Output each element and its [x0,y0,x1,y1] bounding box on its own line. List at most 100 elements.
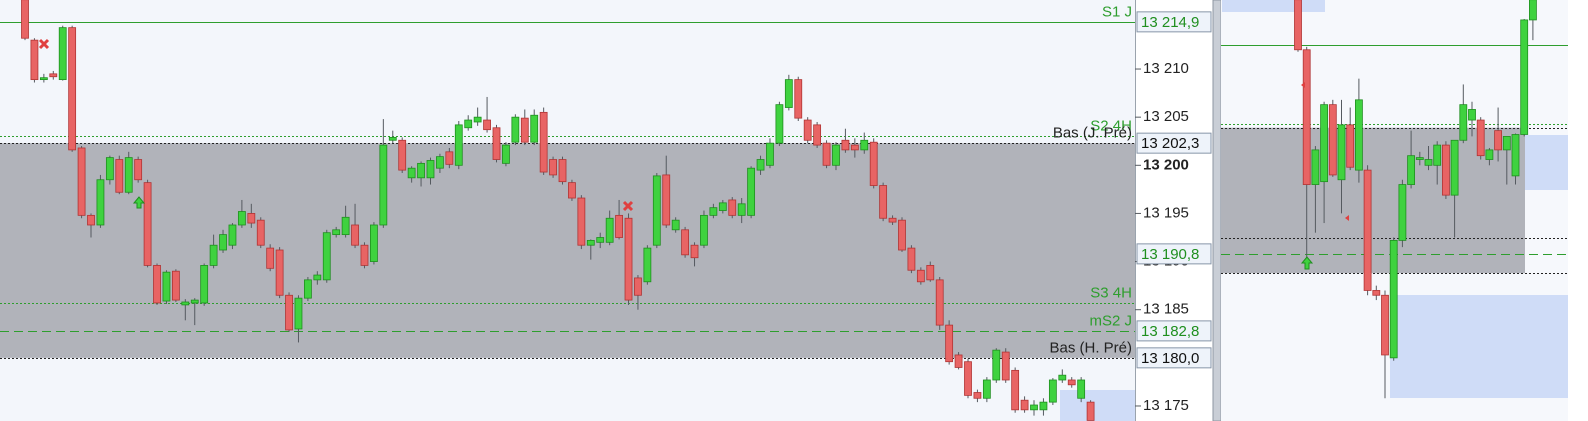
candle-body [1077,379,1086,399]
candle-body [313,274,322,281]
candle-body [926,265,935,281]
candle-body [322,232,331,281]
candle-body [388,136,397,141]
candle-body [549,159,557,176]
decorations [1060,0,1568,421]
candle-body [87,214,95,226]
level-label: Bas (J. Pré) [1053,124,1132,141]
candle-body [1328,104,1337,176]
candle-body [1485,149,1494,160]
candle-body [982,379,991,399]
candle-body [483,119,491,131]
candle-body [615,214,623,238]
candle-body [1030,404,1038,411]
price-box [1136,320,1212,342]
price-box [1136,11,1212,33]
candle-body [171,270,180,301]
candle-body [209,244,218,266]
candle-body [219,234,227,251]
candle-body [1520,19,1529,135]
level-label: S2 4H [1090,117,1132,134]
candle-body [454,124,463,166]
candle-body [181,301,190,306]
candle-body [605,217,614,243]
candle-body [737,203,746,216]
candle-body [907,247,916,271]
candle-body [1311,149,1320,185]
candle-body [256,219,265,246]
candle-body [511,116,520,143]
candle-body [841,139,850,151]
candle-body [341,216,350,236]
candle-body [473,116,482,123]
candle-body [464,119,473,129]
candle-body [1476,119,1485,157]
level-label: S3 4H [1090,284,1132,301]
candle-body [1372,290,1381,296]
candle-body [558,159,567,183]
candle-body [417,162,425,179]
y-tick-label: 13 200 [1143,156,1189,173]
price-label: 13 214,9 [1141,14,1199,31]
candle-body [634,277,642,296]
candle-body [228,224,237,246]
candle-body [58,27,67,81]
y-tick-label: 13 205 [1143,108,1189,125]
level-label: S1 J [1102,3,1132,20]
candle-body [1433,144,1442,166]
blue-zone [1390,295,1568,398]
cross-marker [38,38,50,50]
candle-body [1086,401,1095,421]
candle-body [1020,399,1029,411]
candle-body [822,142,831,166]
candle-body [794,79,803,119]
candle-body [520,117,529,143]
candle-body [1398,184,1407,241]
arrow-marker [1345,215,1349,221]
level-label: mS2 J [1089,312,1132,329]
candle-body [77,147,86,216]
candle-body [398,139,407,171]
candle-body [954,354,963,368]
candle-body [153,265,161,304]
level-label: Bas (H. Pré) [1049,339,1132,356]
candle-body [1320,104,1328,183]
candle-body [1407,155,1415,185]
candle-body [360,244,369,266]
candle-body [30,39,39,81]
candle-body [1048,379,1057,403]
candle-body [945,324,954,363]
candle-body [1302,49,1311,185]
candle-body [596,237,605,243]
candle-body [1415,157,1424,160]
candle-body [436,156,444,169]
candle-body [502,144,510,164]
price-label: 13 182,8 [1141,323,1199,340]
candle-body [96,179,105,226]
candle-body [21,0,29,39]
candle-body [1011,369,1020,411]
price-label: 13 202,3 [1141,135,1199,152]
candle-body [134,159,143,181]
candle-body [285,294,293,331]
candle-body [803,119,812,141]
candle-body [1058,374,1067,381]
candle-body [1468,109,1476,121]
candle-body [39,77,48,81]
y-tick-label: 13 185 [1143,301,1189,318]
candle-body [568,182,576,199]
candle-body [1424,159,1433,166]
candle-body [332,229,341,236]
candle-body [1511,134,1520,177]
candle-body [1067,379,1076,386]
candle-body [351,224,359,246]
candle-body [1502,136,1511,151]
price-box [1136,132,1212,154]
markers [38,38,1349,270]
candle-body [445,151,454,165]
candle-body [700,214,708,246]
candle-body [49,73,58,78]
candle-body [1442,144,1450,196]
candle-body [766,142,774,166]
